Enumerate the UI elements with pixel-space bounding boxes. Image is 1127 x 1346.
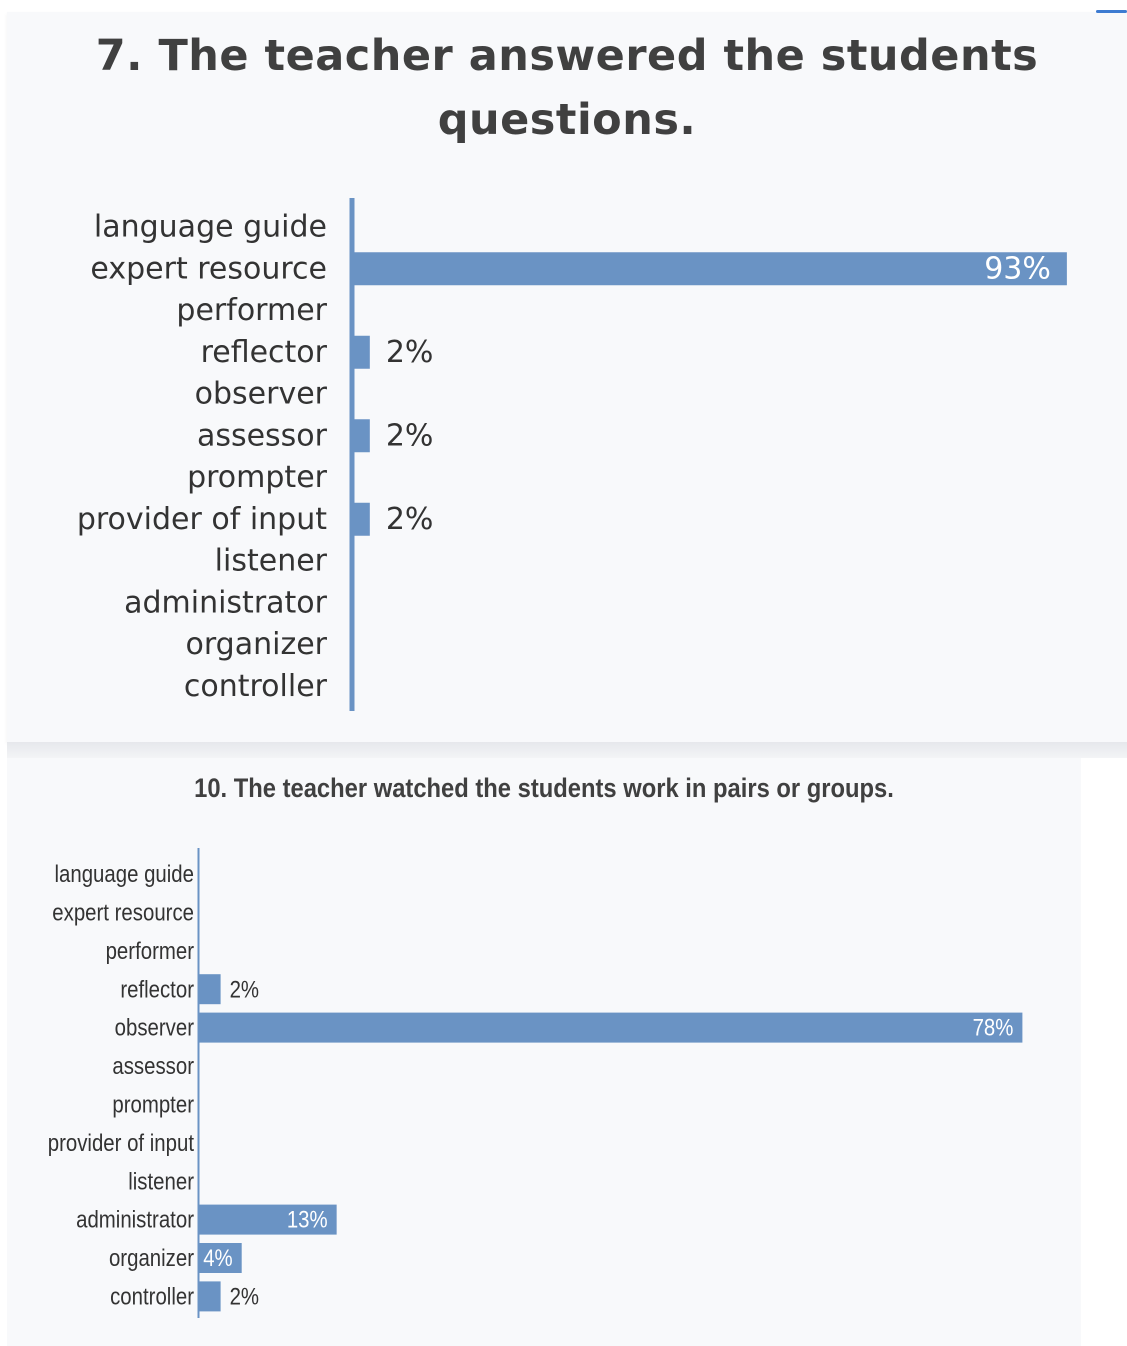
category-label: provider of input (77, 502, 327, 537)
bar (199, 1012, 1023, 1043)
bar-chart-q7: language guide expert resource 93% performe… (77, 198, 1067, 711)
data-label: 2% (386, 418, 434, 453)
category-label: organizer (186, 627, 328, 662)
category-label: administrator (124, 585, 328, 620)
data-label: 2% (230, 1283, 259, 1310)
bar (199, 1243, 242, 1273)
data-label: 78% (973, 1014, 1014, 1041)
category-label: language guide (94, 210, 327, 245)
category-label: observer (115, 1014, 195, 1041)
category-label: reflector (201, 335, 328, 370)
bar (199, 1281, 221, 1312)
data-label: 93% (984, 251, 1051, 286)
chart-panel-q7 (7, 12, 1127, 742)
category-label: controller (184, 669, 328, 704)
category-label: language guide (55, 861, 194, 888)
data-label: 2% (386, 335, 434, 370)
bar (354, 502, 370, 536)
bar (354, 252, 1067, 286)
category-label: assessor (112, 1053, 194, 1080)
corner-accent (1096, 10, 1127, 13)
category-label: expert resource (90, 251, 327, 286)
category-label: provider of input (48, 1129, 195, 1156)
category-label: prompter (112, 1091, 194, 1118)
bar (354, 335, 370, 369)
category-label: expert resource (52, 899, 194, 926)
data-label: 2% (230, 976, 259, 1003)
bar (199, 974, 221, 1005)
data-label: 4% (203, 1245, 232, 1272)
category-label: administrator (76, 1206, 194, 1233)
category-label: performer (106, 937, 195, 964)
category-label: controller (110, 1283, 194, 1310)
category-label: prompter (187, 460, 328, 495)
chart-title-q10: 10. The teacher watched the students wor… (194, 773, 894, 803)
category-label: organizer (109, 1245, 195, 1272)
category-label: observer (195, 377, 328, 412)
category-label: assessor (197, 418, 328, 453)
panel-separator (7, 742, 1127, 758)
category-label: listener (128, 1168, 194, 1195)
data-label: 13% (287, 1206, 328, 1233)
category-label: performer (176, 293, 327, 328)
bar (354, 419, 370, 453)
chart-panel-q10 (7, 758, 1081, 1346)
bar (199, 1204, 337, 1235)
chart-title-q7: 7. The teacher answered the students que… (95, 31, 1039, 145)
category-label: reflector (120, 976, 194, 1003)
category-label: listener (215, 544, 328, 579)
data-label: 2% (386, 502, 434, 537)
